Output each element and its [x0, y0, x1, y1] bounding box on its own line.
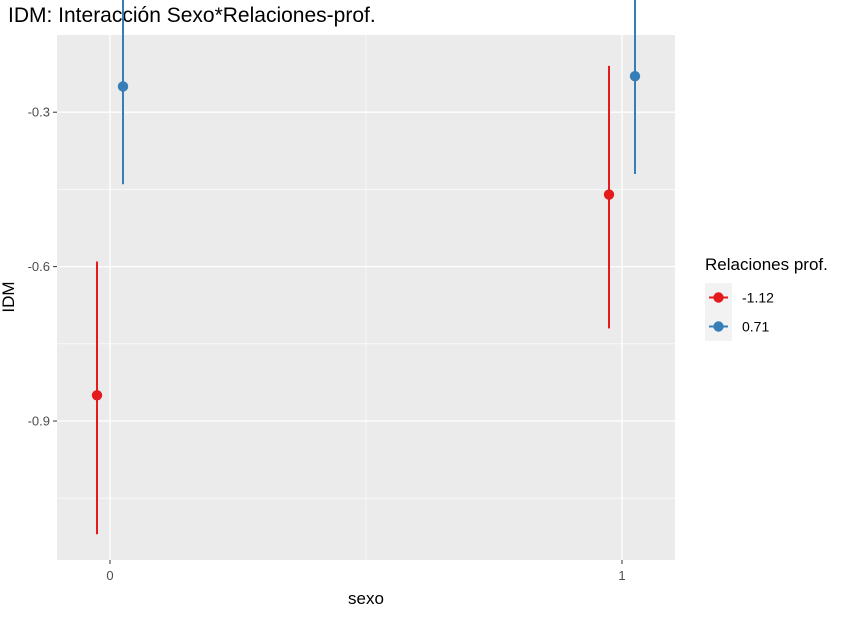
series-0 — [91, 65, 615, 535]
legend-label: 0.71 — [742, 319, 769, 335]
x-tick-label: 1 — [618, 568, 625, 583]
legend-item: -1.12 — [705, 283, 774, 312]
legend-label: -1.12 — [742, 290, 774, 306]
y-tick-label: -0.3 — [28, 105, 50, 120]
legend-title: Relaciones prof. — [705, 255, 828, 274]
y-tick-label: -0.9 — [28, 414, 50, 429]
data-point — [91, 390, 103, 401]
legend-key-point — [713, 321, 724, 332]
data-series — [91, 0, 641, 535]
x-axis-title: sexo — [348, 589, 384, 608]
data-point — [629, 70, 641, 82]
y-tick-label: -0.6 — [28, 259, 50, 274]
x-tick-label: 0 — [106, 568, 113, 583]
y-axis-title: IDM — [0, 281, 18, 312]
legend: Relaciones prof. -1.12 0.71 — [705, 255, 828, 341]
y-axis-ticks: -0.3 -0.6 -0.9 — [28, 105, 57, 429]
legend-item: 0.71 — [705, 312, 769, 341]
data-point — [603, 189, 615, 200]
chart-title: IDM: Interacción Sexo*Relaciones-prof. — [8, 4, 376, 27]
data-point — [117, 81, 129, 92]
legend-items: -1.12 0.71 — [705, 283, 774, 341]
series-1 — [117, 0, 641, 185]
legend-key-point — [713, 292, 724, 303]
grid-lines — [57, 35, 675, 560]
